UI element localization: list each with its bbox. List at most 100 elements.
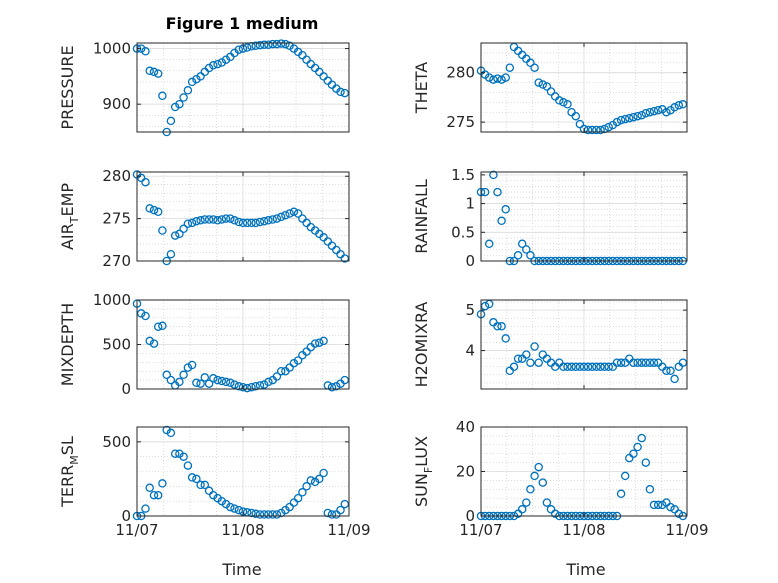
mixdepth-data-point	[327, 382, 337, 392]
mixdepth-data-point	[213, 375, 222, 385]
pressure-data-point	[213, 59, 222, 69]
air-temp-data-point	[153, 207, 163, 217]
theta-data-point	[600, 124, 609, 134]
rainfall-data-point	[526, 251, 535, 260]
h2omixra-data-point	[546, 358, 556, 367]
subplot-sun-flux: 0 20 40 11/07 11/08 11/09 SUNFLUX	[412, 418, 709, 539]
mixdepth-data-point	[149, 339, 159, 348]
theta-data-point	[616, 115, 626, 125]
theta-data-point	[526, 58, 535, 68]
air-temp-data-point	[166, 249, 176, 259]
terr-msl-data-point	[234, 505, 244, 515]
h2omixra-data-point	[538, 350, 548, 359]
pressure-data-point	[259, 40, 269, 49]
air-temp-data-point	[196, 216, 205, 225]
theta-data-point	[641, 108, 651, 118]
terr-msl-data-point	[289, 498, 299, 507]
h2omixra-data-point	[587, 362, 597, 372]
rainfall-ylabel: RAINFALL	[412, 179, 431, 254]
air-temp-data-point	[136, 173, 146, 183]
mixdepth-data-point	[192, 378, 201, 388]
pressure-data-point	[141, 47, 150, 56]
sun-flux-data-point	[517, 505, 527, 514]
air-temp-data-point	[336, 249, 345, 259]
terr-msl-data-point	[183, 461, 193, 470]
air-temp-data-point	[141, 177, 150, 187]
h2omixra-data-point	[649, 358, 659, 367]
terr-msl-data-point	[298, 488, 307, 497]
theta-data-point	[534, 78, 543, 87]
pressure-data-point	[268, 39, 277, 49]
mixdepth-data-point	[200, 373, 210, 382]
h2omixra-data-point	[637, 358, 646, 367]
sun-flux-data-point	[534, 462, 543, 472]
theta-data-point	[505, 63, 515, 72]
h2omixra-data-point	[596, 362, 605, 372]
pressure-data-point	[255, 40, 265, 50]
pressure-ytick-label: 1000	[93, 40, 131, 58]
theta-data-point	[670, 103, 679, 112]
mixdepth-ylabel: MIXDEPTH	[58, 303, 77, 386]
mixdepth-data-point	[204, 379, 214, 388]
air-temp-data-point	[209, 215, 218, 224]
air-temp-data-point	[276, 212, 286, 222]
air-temp-data-point	[221, 214, 231, 223]
theta-data-point	[587, 125, 597, 135]
mixdepth-data-point	[285, 363, 294, 372]
h2omixra-data-point	[489, 318, 498, 327]
sun-flux-ytick-label: 20	[456, 463, 475, 481]
pressure-data-point	[306, 59, 316, 69]
pressure-data-point	[285, 41, 294, 51]
terr-msl-data-point	[268, 510, 277, 519]
theta-data-point	[662, 107, 671, 117]
terr-msl-data-point	[145, 483, 154, 493]
mixdepth-data-point	[187, 360, 197, 370]
mixdepth-data-point	[158, 321, 167, 331]
terr-msl-data-point	[302, 482, 311, 491]
air-temp-data-point	[259, 216, 269, 226]
terr-msl-data-point	[315, 474, 324, 484]
terr-msl-data-point	[153, 490, 163, 500]
terr-msl-xtick-label: 11/09	[327, 521, 370, 539]
mixdepth-data-point	[302, 347, 311, 356]
air-temp-data-point	[251, 218, 260, 228]
h2omixra-data-point	[575, 362, 585, 372]
air-temp-data-point	[226, 214, 235, 223]
pressure-ytick-label: 900	[102, 95, 131, 113]
mixdepth-data-point	[226, 378, 235, 388]
pressure-data-point	[251, 41, 260, 51]
theta-ylabel: THETA	[412, 62, 431, 114]
terr-msl-data-point	[247, 508, 256, 518]
air-temp-data-point	[323, 237, 333, 246]
pressure-data-point	[217, 58, 227, 67]
air-temp-data-point	[170, 231, 180, 240]
terr-msl-xtick-label: 11/07	[115, 521, 158, 539]
sun-flux-data-point	[620, 471, 630, 481]
h2omixra-data-point	[497, 322, 506, 331]
theta-data-point	[633, 111, 642, 121]
sun-flux-ylabel: SUNFLUX	[412, 436, 435, 507]
sun-flux-data-point	[629, 449, 638, 458]
pressure-data-point	[272, 39, 282, 49]
terr-msl-data-point	[327, 510, 337, 519]
pressure-data-point	[264, 40, 273, 49]
pressure-data-point	[183, 86, 193, 95]
pressure-data-point	[175, 99, 184, 109]
air-temp-ytick-label: 270	[102, 252, 131, 270]
theta-data-point	[559, 98, 568, 107]
sun-flux-xtick-label: 11/09	[665, 521, 708, 539]
theta-data-point	[489, 75, 498, 84]
mixdepth-data-point	[183, 363, 193, 372]
h2omixra-data-point	[550, 362, 560, 372]
terr-msl-data-point	[200, 480, 210, 490]
pressure-data-point	[158, 91, 167, 101]
pressure-data-point	[149, 67, 159, 77]
subplot-air-temp: 270 275 280 AIRTEMP	[58, 167, 350, 270]
theta-data-point	[596, 125, 605, 135]
sun-flux-data-point	[637, 433, 646, 443]
sun-flux-data-point	[670, 505, 679, 514]
subplot-h2omixra: 4 5 H2OMIXRA	[412, 299, 688, 390]
pressure-data-point	[153, 69, 163, 78]
air-temp-data-point	[268, 215, 277, 224]
theta-data-point	[674, 101, 684, 110]
